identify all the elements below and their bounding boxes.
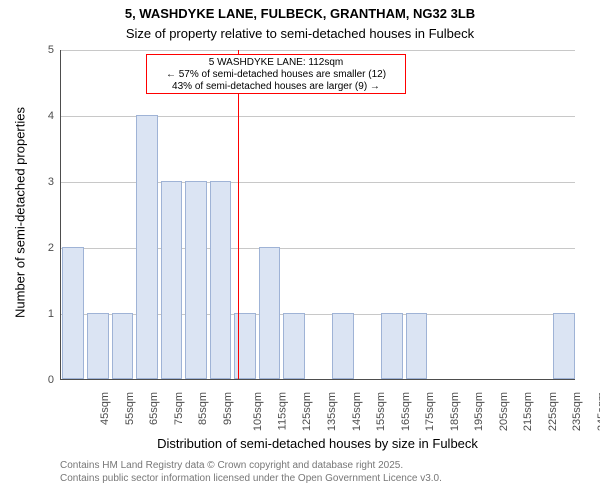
x-tick-label: 85sqm <box>197 392 209 425</box>
y-tick-label: 2 <box>0 242 54 254</box>
histogram-bar <box>112 313 134 379</box>
y-tick-label: 4 <box>0 110 54 122</box>
x-tick-label: 155sqm <box>375 392 387 431</box>
y-tick-label: 1 <box>0 308 54 320</box>
reference-line <box>238 50 239 379</box>
callout-line-3: 43% of semi-detached houses are larger (… <box>151 81 401 93</box>
x-tick-label: 205sqm <box>498 392 510 431</box>
histogram-bar <box>553 313 575 379</box>
histogram-bar <box>259 247 281 379</box>
attribution-line-1: Contains HM Land Registry data © Crown c… <box>60 460 442 473</box>
attribution: Contains HM Land Registry data © Crown c… <box>60 460 442 485</box>
callout-line-1: 5 WASHDYKE LANE: 112sqm <box>151 57 401 69</box>
x-tick-label: 95sqm <box>222 392 234 425</box>
y-tick-label: 3 <box>0 176 54 188</box>
y-tick-label: 5 <box>0 44 54 56</box>
x-tick-label: 45sqm <box>99 392 111 425</box>
x-tick-label: 125sqm <box>302 392 314 431</box>
histogram-bar <box>210 181 232 379</box>
chart-title-sub: Size of property relative to semi-detach… <box>0 26 600 41</box>
histogram-bar <box>381 313 403 379</box>
plot-area: 5 WASHDYKE LANE: 112sqm ← 57% of semi-de… <box>60 50 575 380</box>
histogram-bar <box>332 313 354 379</box>
callout-box: 5 WASHDYKE LANE: 112sqm ← 57% of semi-de… <box>146 54 406 94</box>
x-tick-label: 165sqm <box>400 392 412 431</box>
x-tick-label: 215sqm <box>522 392 534 431</box>
x-tick-label: 225sqm <box>547 392 559 431</box>
histogram-bar <box>185 181 207 379</box>
x-tick-label: 105sqm <box>253 392 265 431</box>
x-axis-label: Distribution of semi-detached houses by … <box>60 436 575 451</box>
x-tick-label: 135sqm <box>326 392 338 431</box>
callout-line-2: ← 57% of semi-detached houses are smalle… <box>151 69 401 81</box>
x-tick-label: 55sqm <box>124 392 136 425</box>
property-size-chart: 5, WASHDYKE LANE, FULBECK, GRANTHAM, NG3… <box>0 0 600 500</box>
x-tick-label: 185sqm <box>449 392 461 431</box>
attribution-line-2: Contains public sector information licen… <box>60 473 442 486</box>
x-tick-label: 145sqm <box>351 392 363 431</box>
histogram-bar <box>283 313 305 379</box>
histogram-bar <box>406 313 428 379</box>
x-tick-label: 195sqm <box>473 392 485 431</box>
x-tick-label: 245sqm <box>596 392 600 431</box>
histogram-bar <box>62 247 84 379</box>
x-tick-label: 65sqm <box>148 392 160 425</box>
chart-title-main: 5, WASHDYKE LANE, FULBECK, GRANTHAM, NG3… <box>0 6 600 21</box>
x-tick-label: 75sqm <box>173 392 185 425</box>
histogram-bar <box>87 313 109 379</box>
y-tick-label: 0 <box>0 374 54 386</box>
histogram-bar <box>161 181 183 379</box>
x-tick-label: 235sqm <box>571 392 583 431</box>
x-tick-label: 115sqm <box>276 392 288 430</box>
gridline <box>61 50 575 51</box>
histogram-bar <box>136 115 158 379</box>
x-tick-label: 175sqm <box>424 392 436 431</box>
